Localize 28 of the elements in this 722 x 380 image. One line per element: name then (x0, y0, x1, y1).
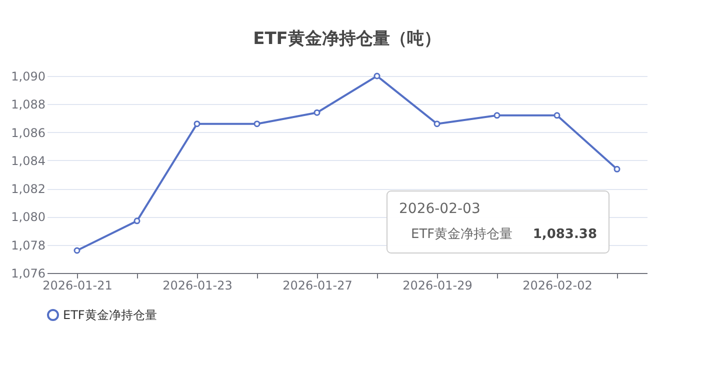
y-tick-label: 1,084 (11, 154, 46, 168)
point (434, 120, 440, 128)
x-tick-label: 2026-01-23 (162, 278, 232, 292)
point (134, 218, 140, 224)
annotation: 2026-02-03 (399, 201, 480, 217)
x-tick-label: 2026-01-27 (282, 278, 352, 292)
point (614, 166, 620, 172)
point (314, 109, 320, 116)
y-tick-label: 1,078 (11, 238, 46, 252)
x-tick-label: 2026-01-21 (42, 278, 112, 292)
y-tick-label: 1,082 (11, 182, 46, 196)
y-tick-label: 1,088 (11, 98, 46, 112)
point (494, 112, 500, 119)
legend-label: ETF黄金净持仓量 (63, 308, 157, 322)
y-tick-label: 1,086 (11, 126, 46, 140)
x-tick-label: 2026-02-02 (522, 278, 592, 292)
annotation: ETF黄金净持仓量 (411, 227, 513, 242)
point (74, 247, 80, 254)
x-tick-label: 2026-01-29 (402, 278, 472, 292)
point (554, 112, 560, 119)
point (194, 120, 200, 128)
y-tick-label: 1,080 (11, 210, 46, 224)
y-tick-label: 1,090 (11, 70, 46, 84)
point (254, 120, 260, 128)
annotation: 1,083.38 (532, 227, 597, 242)
point (374, 72, 380, 80)
chart-title: ETF黄金净持仓量（吨） (253, 29, 441, 49)
y-tick-label: 1,076 (11, 266, 46, 280)
